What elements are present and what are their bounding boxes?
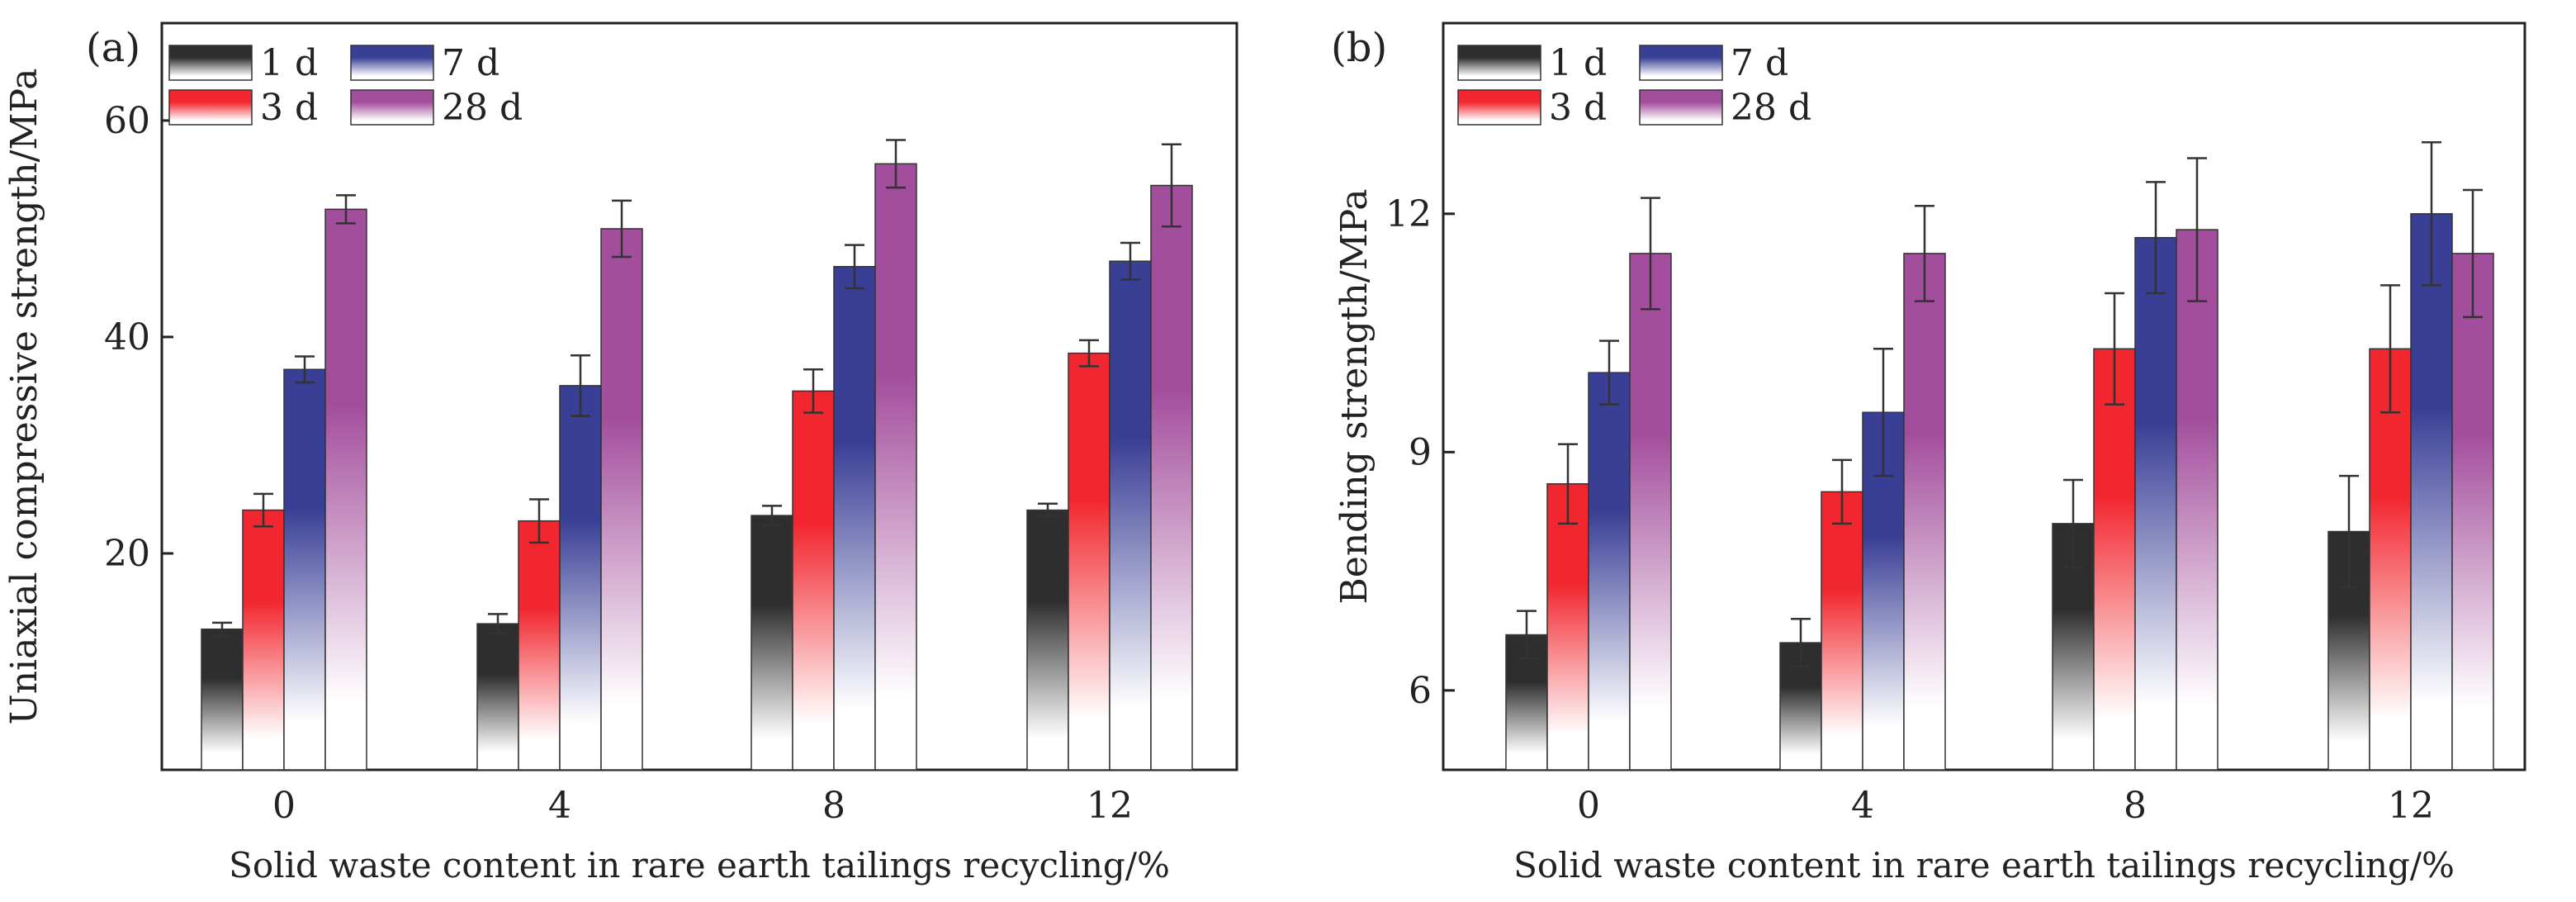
bar bbox=[874, 163, 917, 771]
bar bbox=[518, 520, 561, 771]
y-tick-label: 12 bbox=[1385, 193, 1432, 235]
bar bbox=[833, 266, 876, 771]
legend-label: 28 d bbox=[442, 87, 523, 129]
bar bbox=[559, 385, 602, 771]
panel-label: (a) bbox=[86, 25, 140, 71]
bar bbox=[751, 515, 793, 771]
bar bbox=[1068, 352, 1110, 771]
x-tick-label: 8 bbox=[2124, 785, 2147, 827]
bar bbox=[1150, 184, 1193, 771]
legend-swatch bbox=[1639, 45, 1723, 81]
plot-frame bbox=[1442, 21, 2526, 771]
x-tick-label: 12 bbox=[1087, 785, 1133, 827]
bar bbox=[1109, 260, 1152, 771]
y-axis-label: Uniaxial compressive strength/MPa bbox=[3, 69, 45, 725]
bar bbox=[324, 208, 367, 771]
bar bbox=[2176, 229, 2218, 771]
bar bbox=[2410, 213, 2453, 771]
y-tick-label: 6 bbox=[1409, 670, 1432, 712]
bar bbox=[600, 228, 643, 771]
x-tick-label: 8 bbox=[822, 785, 845, 827]
x-axis-label: Solid waste content in rare earth tailin… bbox=[1513, 845, 2455, 885]
bar bbox=[283, 368, 326, 771]
bar bbox=[1546, 483, 1589, 771]
bar bbox=[2451, 253, 2494, 771]
bar bbox=[792, 390, 835, 771]
x-tick-label: 0 bbox=[1577, 785, 1600, 827]
bar bbox=[476, 623, 519, 771]
y-axis-label: Bending strength/MPa bbox=[1333, 188, 1376, 604]
bar bbox=[2134, 236, 2177, 771]
y-tick-label: 9 bbox=[1409, 431, 1432, 473]
chart-panel-a: 20 40 60 0 4 8 12 1 d3 d 7 d28 d (a) Solid waste c… bbox=[3, 21, 1238, 885]
y-tick-label: 20 bbox=[104, 533, 150, 575]
bar bbox=[1629, 253, 1672, 771]
legend-swatch bbox=[350, 89, 434, 126]
x-axis-label: Solid waste content in rare earth tailin… bbox=[229, 845, 1170, 885]
bar bbox=[1903, 253, 1946, 771]
legend-label: 7 d bbox=[442, 42, 500, 84]
x-tick-label: 4 bbox=[1851, 785, 1874, 827]
panel-label: (b) bbox=[1331, 25, 1387, 71]
legend-label: 3 d bbox=[260, 87, 318, 129]
legend-label: 7 d bbox=[1731, 42, 1788, 84]
y-tick-label: 40 bbox=[104, 316, 150, 358]
bar bbox=[2369, 348, 2412, 771]
legend-swatch bbox=[1457, 89, 1541, 126]
y-tick-label: 60 bbox=[104, 100, 150, 142]
x-tick-label: 0 bbox=[272, 785, 296, 827]
plot-frame bbox=[160, 21, 1238, 771]
x-tick-label: 4 bbox=[548, 785, 571, 827]
legend-label: 1 d bbox=[1549, 42, 1607, 84]
bar bbox=[242, 509, 285, 771]
legend-swatch bbox=[1457, 45, 1541, 81]
bar bbox=[1026, 509, 1069, 771]
chart-panel-b: 6 9 12 0 4 8 12 1 d3 d 7 d28 d (b) Solid waste con… bbox=[1331, 21, 2526, 885]
bar bbox=[1821, 491, 1863, 771]
legend-swatch bbox=[168, 45, 253, 81]
bar bbox=[2093, 348, 2136, 771]
legend-swatch bbox=[168, 89, 253, 126]
bar bbox=[1588, 372, 1631, 771]
legend-swatch bbox=[1639, 89, 1723, 126]
legend-label: 28 d bbox=[1731, 87, 1811, 129]
bar bbox=[201, 628, 244, 771]
legend-label: 1 d bbox=[260, 42, 318, 84]
legend-label: 3 d bbox=[1549, 87, 1607, 129]
x-tick-label: 12 bbox=[2388, 785, 2434, 827]
legend-swatch bbox=[350, 45, 434, 81]
